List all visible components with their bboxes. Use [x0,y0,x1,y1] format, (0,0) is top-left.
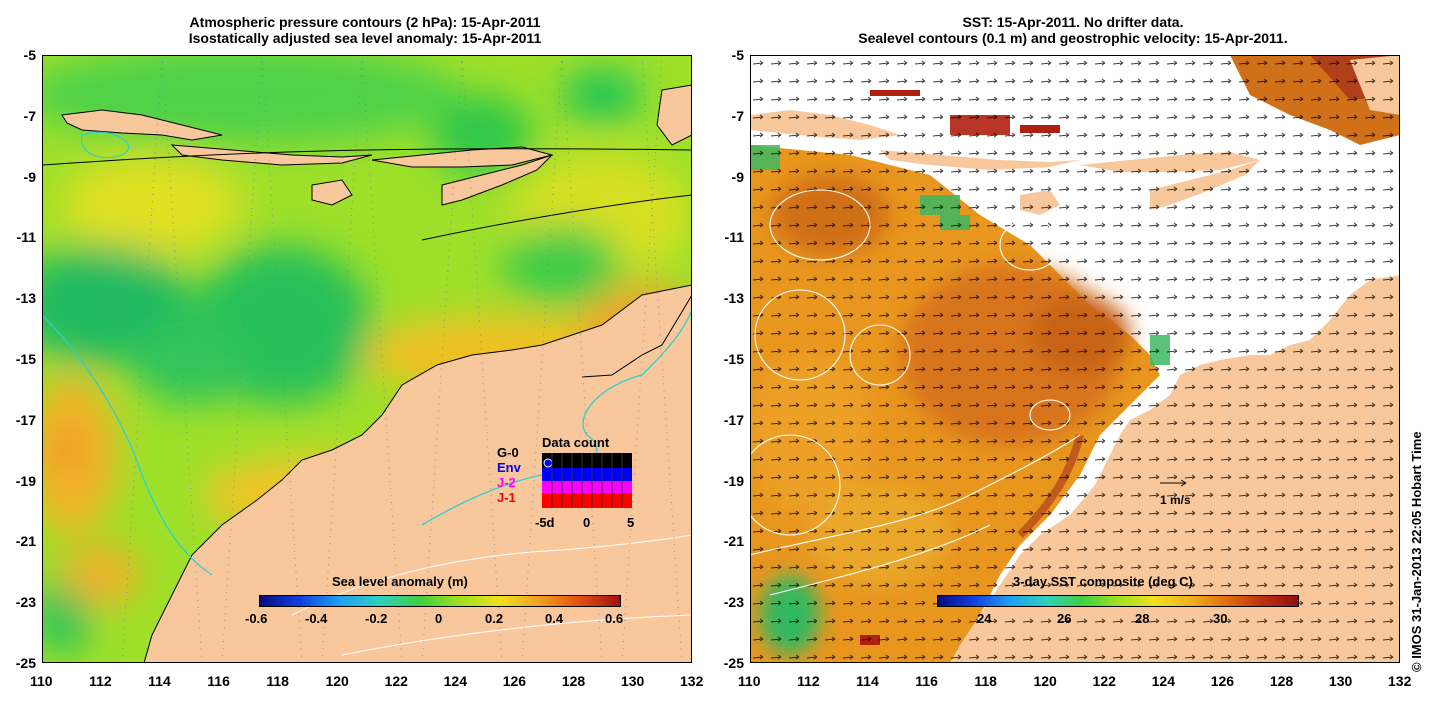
sst-colorbar-label: 3-day SST composite (deg C) [1013,574,1193,589]
velocity-scale-label: 1 m/s [1160,493,1191,507]
sla-tick-0.2: 0.2 [485,611,504,626]
left-x-tick: 128 [561,673,586,689]
right-title-line2: Sealevel contours (0.1 m) and geostrophi… [858,30,1288,46]
inset-legend-j2: J-2 [497,475,516,490]
left-x-tick: 124 [443,673,467,689]
left-title-line1: Atmospheric pressure contours (2 hPa): 1… [189,14,541,30]
right-x-tick: 128 [1269,673,1294,689]
left-y-tick: -7 [23,107,36,124]
inset-legend-g0: G-0 [497,445,519,460]
sst-tick-28: 28 [1135,611,1150,626]
left-y-tick: -23 [15,594,36,611]
right-y-tick: -7 [731,107,744,124]
sst-tick-26: 26 [1057,611,1072,626]
right-y-tick: -11 [724,229,744,246]
sst-field [750,55,1400,663]
sla-tick--0.4: -0.4 [305,611,328,626]
inset-legend-j1: J-1 [497,490,516,505]
right-y-tick: -13 [723,290,744,307]
left-x-tick: 118 [266,673,289,689]
right-x-tick: 130 [1328,673,1353,689]
sla-tick-0.6: 0.6 [605,611,624,626]
sst-map[interactable]: 1 m/s 3-day SST composite (deg C) 24 26 … [750,55,1400,663]
left-x-tick: 114 [148,673,171,689]
left-y-tick: -17 [15,411,36,428]
right-y-tick: -15 [723,351,744,367]
sst-tick-24: 24 [977,611,992,626]
inset-legend-env: Env [497,460,521,475]
sla-colorbar [259,595,621,607]
left-title-line2: Isostatically adjusted sea level anomaly… [188,30,542,46]
right-title-line1: SST: 15-Apr-2011. No drifter data. [962,14,1184,30]
right-y-tick: -5 [731,47,744,63]
left-map-title: Atmospheric pressure contours (2 hPa): 1… [40,14,690,46]
right-x-tick: 118 [974,673,997,689]
left-x-tick: 120 [325,673,349,689]
right-y-tick: -23 [723,594,744,611]
sea-level-anomaly-field [42,55,692,663]
left-x-tick: 116 [207,673,230,689]
right-map-title: SST: 15-Apr-2011. No drifter data. Seale… [748,14,1398,46]
left-x-tick: 126 [502,673,527,689]
left-x-tick: 122 [384,673,408,689]
right-x-tick: 116 [915,673,938,689]
left-x-tick: 112 [89,673,112,689]
left-x-tick: 110 [30,673,53,689]
sla-tick--0.6: -0.6 [245,611,268,626]
right-x-tick: 122 [1092,673,1116,689]
velocity-scale: 1 m/s [1160,475,1191,507]
right-x-tick: 120 [1033,673,1057,689]
right-x-tick: 124 [1151,673,1175,689]
sla-tick--0.2: -0.2 [365,611,388,626]
inset-xtick-mid: 0 [583,515,591,530]
right-y-tick: -17 [723,411,744,428]
sla-tick-0: 0 [435,611,443,626]
right-y-tick: -25 [723,655,744,671]
left-x-tick: 130 [620,673,645,689]
right-x-tick: 112 [797,673,820,689]
sst-colorbar [937,595,1299,607]
left-y-tick: -19 [15,472,36,489]
right-y-tick: -21 [723,533,744,550]
right-y-tick: -19 [723,472,744,489]
left-y-tick: -15 [15,351,36,367]
left-y-tick: -13 [15,290,36,307]
right-x-tick: 132 [1388,673,1412,689]
right-map-frame [750,55,1400,663]
left-map-frame [42,55,692,663]
right-x-tick: 110 [738,673,761,689]
right-x-tick: 114 [856,673,879,689]
inset-title: Data count [542,435,610,450]
data-count-inset: Data count G-0 Env J-2 J-1 -5d 0 5 [497,435,647,535]
inset-xtick-max: 5 [627,515,635,530]
left-y-tick: -9 [23,168,36,185]
sea-level-anomaly-map[interactable]: Data count G-0 Env J-2 J-1 -5d 0 5 Sea l… [42,55,692,663]
left-y-tick: -21 [15,533,36,550]
sla-colorbar-label: Sea level anomaly (m) [332,574,468,589]
left-y-tick: -25 [15,655,36,671]
left-y-tick: -5 [23,47,36,63]
left-x-tick: 132 [680,673,704,689]
credit-text: © IMOS 31-Jan-2013 22:05 Hobart Time [1409,431,1424,672]
sst-tick-30: 30 [1213,611,1228,626]
right-x-tick: 126 [1210,673,1235,689]
right-y-tick: -9 [731,168,744,185]
inset-xtick-min: -5d [535,515,555,530]
sla-tick-0.4: 0.4 [545,611,564,626]
velocity-scale-arrow-icon [1160,479,1187,487]
left-y-tick: -11 [16,229,36,246]
data-count-bars [542,453,632,508]
